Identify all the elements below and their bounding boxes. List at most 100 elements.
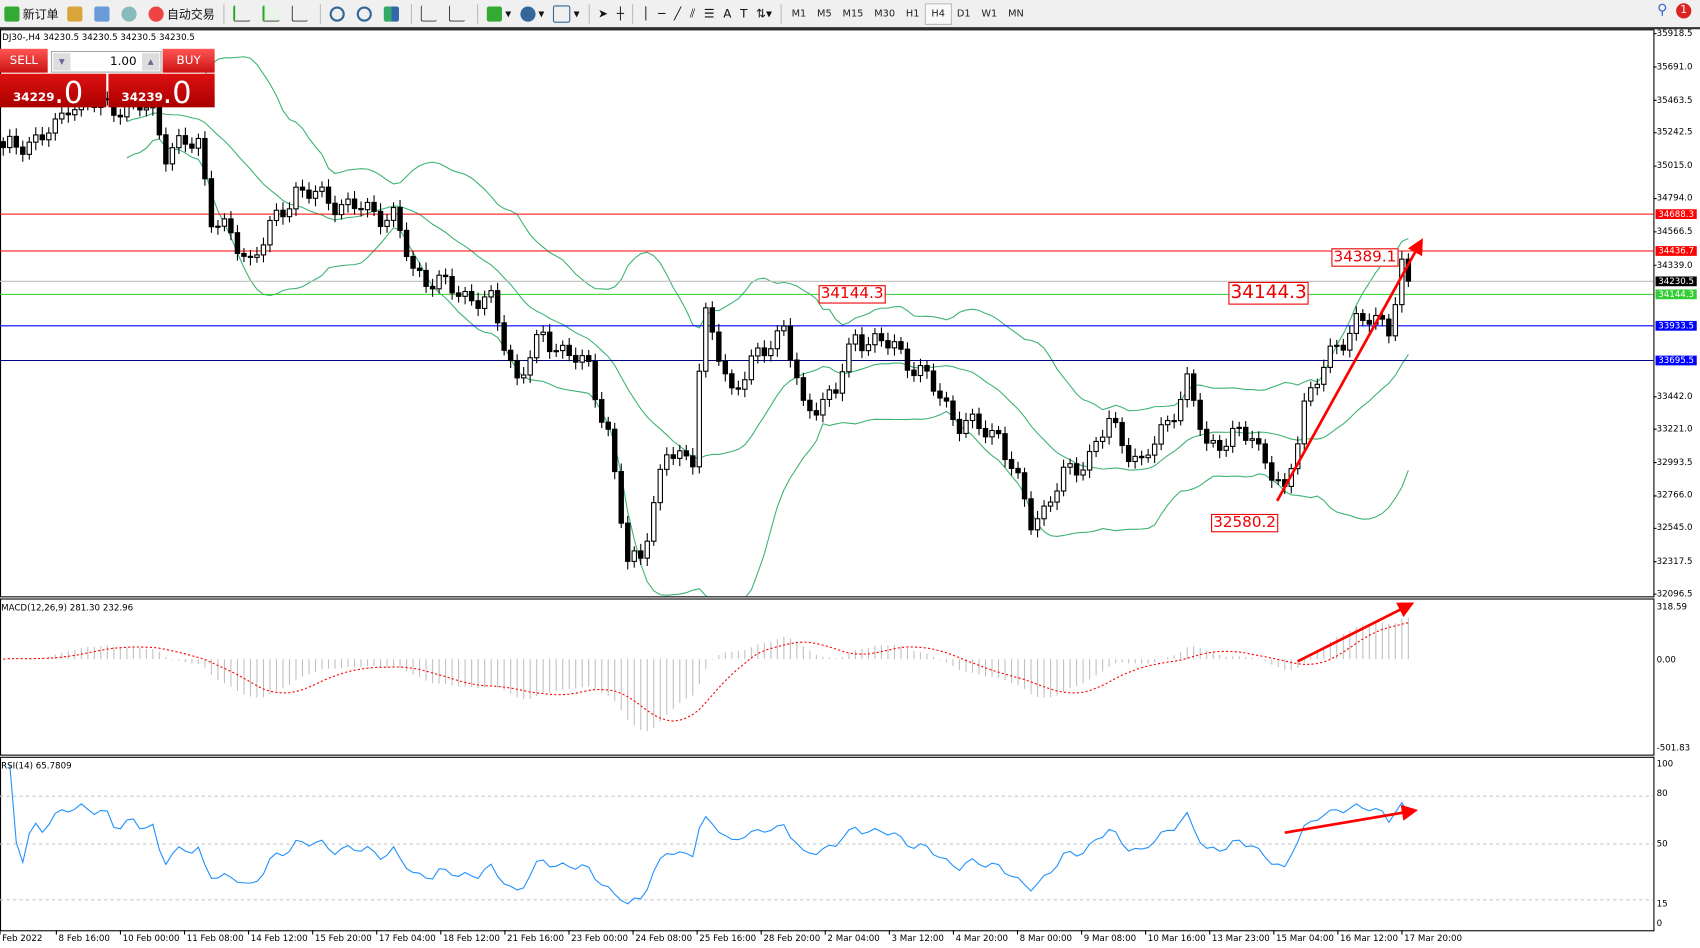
candle xyxy=(1340,344,1347,351)
tile-windows-button[interactable] xyxy=(379,3,406,25)
candle xyxy=(1386,318,1392,337)
text-label-button[interactable]: T xyxy=(736,3,752,25)
price-annotation[interactable]: 32580.2 xyxy=(1211,513,1279,533)
equidistant-channel-button[interactable]: ⫽ xyxy=(686,3,700,25)
sell-price[interactable]: 34229.0 xyxy=(0,73,107,111)
bar-chart-button[interactable] xyxy=(229,3,258,25)
indicators-button[interactable]: ▾ xyxy=(482,3,515,25)
volume-decrease-button[interactable]: ▼ xyxy=(53,53,71,71)
candle xyxy=(7,135,13,149)
candle xyxy=(195,137,202,149)
candle xyxy=(546,331,553,353)
candle xyxy=(612,428,618,473)
text-button[interactable]: A xyxy=(719,3,736,25)
search-icon[interactable]: ⚲ xyxy=(1657,2,1668,19)
candle xyxy=(520,374,527,379)
arrows-button[interactable]: ⇅▾ xyxy=(752,3,777,25)
candle xyxy=(774,330,781,350)
candle xyxy=(13,135,19,148)
volume-stepper[interactable]: ▼ 1.00 ▲ xyxy=(50,50,162,73)
candle xyxy=(579,355,585,363)
time-axis-label: 14 Feb 12:00 xyxy=(250,933,308,944)
time-axis-label: 2 Mar 04:00 xyxy=(827,933,880,944)
candle xyxy=(156,101,163,136)
crosshair-button[interactable]: ┼ xyxy=(612,3,628,25)
candle xyxy=(807,399,813,412)
candle xyxy=(1132,455,1138,463)
timeframe-d1[interactable]: D1 xyxy=(956,8,971,19)
candle xyxy=(384,219,390,227)
timeframe-m5[interactable]: M5 xyxy=(817,8,832,19)
candle xyxy=(969,413,976,422)
timeframe-m15[interactable]: M15 xyxy=(842,8,864,19)
macd-label: MACD(12,26,9) 281.30 232.96 xyxy=(1,602,134,613)
buy-price-fraction: .0 xyxy=(162,74,192,111)
cursor-button[interactable]: ➤ xyxy=(594,3,613,25)
zoom-out-button[interactable] xyxy=(352,3,379,25)
chart-shift-button[interactable] xyxy=(416,3,444,25)
trendline-button[interactable]: ╱ xyxy=(670,3,686,25)
gold-button[interactable] xyxy=(63,3,90,25)
buy-button[interactable]: BUY xyxy=(162,48,215,73)
candle xyxy=(1243,426,1249,441)
candle xyxy=(794,359,800,379)
vertical-line-button[interactable]: │ xyxy=(638,3,654,25)
time-axis-label: 28 Feb 20:00 xyxy=(763,933,821,944)
autoscroll-button[interactable] xyxy=(445,3,473,25)
macd-axis-label: 318.59 xyxy=(1656,601,1687,612)
templates-button[interactable]: ▾ xyxy=(549,3,584,25)
candle xyxy=(559,344,566,352)
candle xyxy=(416,267,423,272)
candle xyxy=(182,135,189,145)
candle xyxy=(729,373,735,389)
candle xyxy=(820,398,826,416)
volume-increase-button[interactable]: ▲ xyxy=(142,53,160,71)
volume-input[interactable]: 1.00 xyxy=(110,54,137,69)
candle xyxy=(755,347,761,357)
buy-price[interactable]: 34239.0 xyxy=(108,73,215,111)
candle xyxy=(143,107,150,111)
price-annotation[interactable]: 34144.3 xyxy=(1228,281,1309,305)
candle xyxy=(664,454,670,470)
price-annotation[interactable]: 34144.3 xyxy=(818,285,886,304)
candle xyxy=(533,334,540,359)
horizontal-line-button[interactable]: ─ xyxy=(654,3,670,25)
separator xyxy=(223,3,225,24)
timeframe-mn[interactable]: MN xyxy=(1008,8,1024,19)
fibonacci-button[interactable]: ☰ xyxy=(700,3,719,25)
periods-button[interactable]: ▾ xyxy=(516,3,549,25)
sell-button[interactable]: SELL xyxy=(0,48,48,73)
new-order-label: 新订单 xyxy=(22,7,59,22)
timeframe-w1[interactable]: W1 xyxy=(981,8,998,19)
signals-button[interactable] xyxy=(117,3,144,25)
price-annotation[interactable]: 34389.1 xyxy=(1331,248,1399,267)
candle xyxy=(273,209,280,222)
candle xyxy=(690,455,696,468)
candle xyxy=(423,269,429,287)
auto-trading-button[interactable]: 自动交易 xyxy=(144,3,219,25)
macd-signal-line xyxy=(3,622,1409,722)
new-order-button[interactable]: 新订单 xyxy=(0,3,63,25)
market-watch-button[interactable] xyxy=(90,3,117,25)
rsi-axis-label: 15 xyxy=(1656,898,1668,909)
timeframe-h1[interactable]: H1 xyxy=(905,8,920,19)
candle-chart-button[interactable] xyxy=(258,3,287,25)
line-chart-button[interactable] xyxy=(287,3,315,25)
market-watch-icon xyxy=(94,5,110,22)
zoom-in-button[interactable] xyxy=(325,3,352,25)
timeframe-h4[interactable]: H4 xyxy=(924,2,952,25)
bollinger-middle xyxy=(126,112,1409,471)
candle xyxy=(377,210,384,227)
time-axis-label: 18 Feb 12:00 xyxy=(442,933,500,944)
sell-price-main: 34229 xyxy=(13,89,55,105)
candle xyxy=(787,325,794,361)
equidistant-channel-icon: ⫽ xyxy=(689,5,696,21)
candle xyxy=(859,334,865,352)
timeframe-m1[interactable]: M1 xyxy=(791,8,807,19)
candle xyxy=(592,360,598,401)
timeframe-m30[interactable]: M30 xyxy=(874,8,896,19)
notification-badge[interactable]: 1 xyxy=(1676,2,1692,18)
auto-trading-icon xyxy=(148,5,164,22)
candle xyxy=(722,360,729,375)
